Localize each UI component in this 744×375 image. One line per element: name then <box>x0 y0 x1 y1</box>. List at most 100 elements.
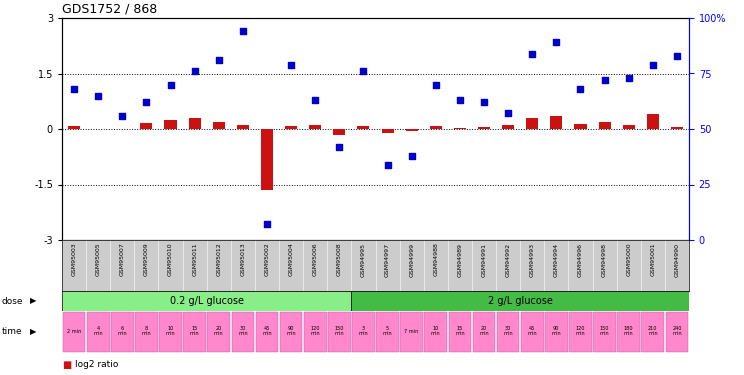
Point <box>310 97 321 103</box>
Bar <box>310 125 321 129</box>
Text: 210
min: 210 min <box>648 326 658 336</box>
Text: GSM95006: GSM95006 <box>312 243 318 276</box>
Bar <box>454 128 466 129</box>
Text: GSM94998: GSM94998 <box>602 243 607 276</box>
Text: 120
min: 120 min <box>310 326 320 336</box>
Bar <box>569 312 591 352</box>
Point <box>551 39 562 45</box>
Bar <box>526 118 538 129</box>
Bar <box>618 312 640 352</box>
Bar <box>551 116 562 129</box>
Text: GSM94999: GSM94999 <box>409 243 414 277</box>
Text: 150
min: 150 min <box>335 326 344 336</box>
Text: GSM94993: GSM94993 <box>530 243 535 277</box>
Bar <box>623 124 635 129</box>
Bar <box>68 126 80 129</box>
Bar <box>430 126 442 129</box>
Bar <box>671 127 683 129</box>
Text: log2 ratio: log2 ratio <box>74 360 118 369</box>
Bar <box>478 127 490 129</box>
Text: 20
min: 20 min <box>479 326 489 336</box>
Bar <box>111 312 134 352</box>
Bar <box>593 312 616 352</box>
Bar <box>357 126 370 129</box>
Bar <box>405 129 417 131</box>
Text: 5
min: 5 min <box>382 326 392 336</box>
Text: GSM95010: GSM95010 <box>168 243 173 276</box>
Point <box>213 57 225 63</box>
Bar <box>256 312 278 352</box>
Bar <box>159 312 182 352</box>
Text: 8
min: 8 min <box>141 326 151 336</box>
Text: GSM95004: GSM95004 <box>289 243 294 276</box>
Text: 45
min: 45 min <box>262 326 272 336</box>
Text: 0.2 g/L glucose: 0.2 g/L glucose <box>170 296 244 306</box>
Text: ▶: ▶ <box>31 297 36 306</box>
Text: GSM95012: GSM95012 <box>217 243 221 276</box>
Text: 20
min: 20 min <box>214 326 223 336</box>
Bar <box>261 129 273 190</box>
Point <box>68 86 80 92</box>
Text: GSM95003: GSM95003 <box>71 243 77 276</box>
Point <box>285 62 297 68</box>
Point <box>526 51 538 57</box>
Text: ■: ■ <box>62 360 71 370</box>
Text: 120
min: 120 min <box>576 326 586 336</box>
Text: GSM95013: GSM95013 <box>240 243 246 276</box>
Text: GSM94990: GSM94990 <box>675 243 679 276</box>
Bar <box>666 312 688 352</box>
Bar <box>376 312 399 352</box>
Text: 2 g/L glucose: 2 g/L glucose <box>488 296 553 306</box>
Point <box>189 68 201 74</box>
Point <box>333 144 345 150</box>
Bar <box>213 122 225 129</box>
Point <box>671 53 683 59</box>
Point <box>357 68 369 74</box>
Text: 30
min: 30 min <box>504 326 513 336</box>
Bar <box>351 291 689 311</box>
Bar <box>285 126 297 129</box>
Bar <box>641 312 664 352</box>
Text: GSM95001: GSM95001 <box>650 243 655 276</box>
Text: GSM95005: GSM95005 <box>96 243 100 276</box>
Text: 45
min: 45 min <box>527 326 537 336</box>
Bar <box>280 312 302 352</box>
Bar <box>352 312 375 352</box>
Bar <box>497 312 519 352</box>
Bar <box>189 118 201 129</box>
Text: GSM94996: GSM94996 <box>578 243 583 276</box>
Text: 10
min: 10 min <box>166 326 176 336</box>
Point <box>430 82 442 88</box>
Text: GSM94997: GSM94997 <box>385 243 390 277</box>
Text: 7 min: 7 min <box>405 328 419 334</box>
Text: GSM95011: GSM95011 <box>192 243 197 276</box>
Text: GSM94989: GSM94989 <box>458 243 463 276</box>
Bar <box>183 312 206 352</box>
Text: GSM94988: GSM94988 <box>433 243 438 276</box>
Bar <box>449 312 471 352</box>
Point <box>623 75 635 81</box>
Point <box>261 222 273 228</box>
Bar <box>237 124 249 129</box>
Bar <box>545 312 568 352</box>
Text: time: time <box>2 327 22 336</box>
Bar <box>647 114 659 129</box>
Point <box>647 62 658 68</box>
Text: GSM95002: GSM95002 <box>264 243 269 276</box>
Bar <box>164 120 176 129</box>
Bar <box>304 312 327 352</box>
Text: 180
min: 180 min <box>624 326 634 336</box>
Bar <box>231 312 254 352</box>
Text: 10
min: 10 min <box>431 326 440 336</box>
Bar <box>62 291 351 311</box>
Point <box>405 153 417 159</box>
Bar <box>135 312 158 352</box>
Bar <box>87 312 109 352</box>
Text: GSM95008: GSM95008 <box>337 243 341 276</box>
Text: 15
min: 15 min <box>455 326 465 336</box>
Text: 15
min: 15 min <box>190 326 199 336</box>
Bar <box>333 129 345 135</box>
Bar <box>400 312 423 352</box>
Text: GSM94991: GSM94991 <box>481 243 487 276</box>
Text: GSM95009: GSM95009 <box>144 243 149 276</box>
